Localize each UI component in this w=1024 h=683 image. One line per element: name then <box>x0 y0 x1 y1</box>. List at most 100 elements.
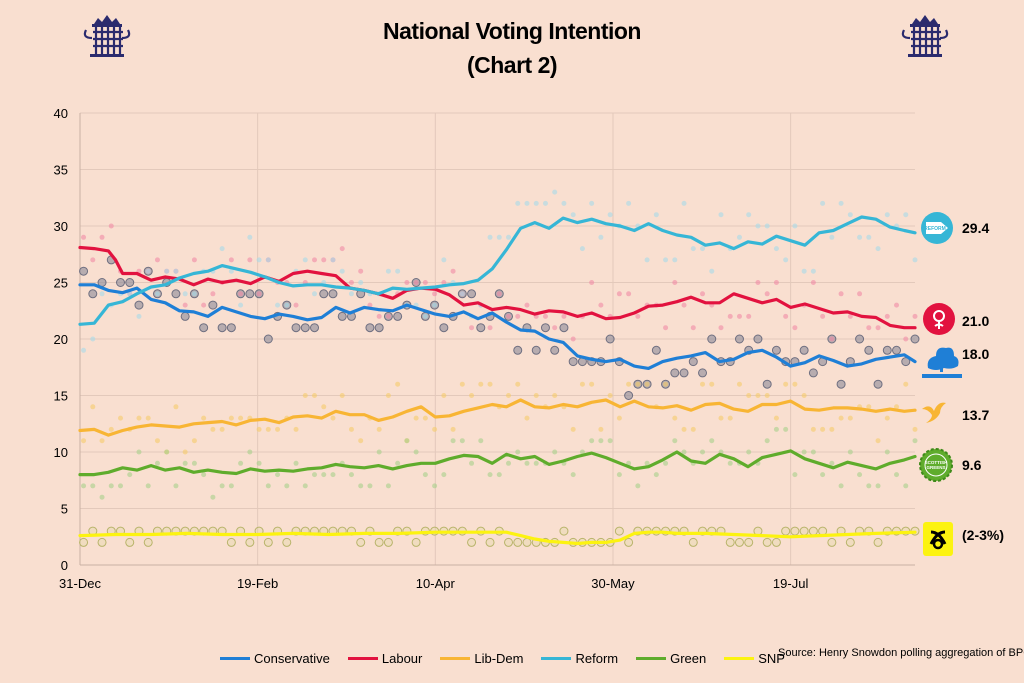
poll-dot-conservative <box>310 323 320 333</box>
poll-dot-lib-dem <box>773 415 779 421</box>
poll-dot-lib-dem <box>201 415 207 421</box>
x-tick-label: 19-Jul <box>773 576 809 591</box>
poll-dot-labour <box>755 280 761 285</box>
poll-dot-green <box>487 472 493 478</box>
poll-dot-reform <box>533 200 539 206</box>
poll-dot-green <box>284 483 290 489</box>
poll-dot-lib-dem <box>191 438 197 444</box>
libdem-bird-icon <box>922 402 946 423</box>
poll-dot-lib-dem <box>422 415 428 421</box>
poll-dot-labour <box>773 280 779 285</box>
poll-dot-snp <box>383 537 393 547</box>
poll-dot-labour <box>81 234 87 240</box>
poll-dot-snp <box>226 537 236 547</box>
poll-dot-green <box>644 460 650 466</box>
poll-dot-reform <box>820 200 826 206</box>
poll-dot-labour <box>718 325 724 331</box>
labour-rose-icon <box>923 303 955 335</box>
poll-dot-green <box>275 472 281 478</box>
poll-dot-snp <box>411 537 421 547</box>
poll-dot-green <box>182 460 188 466</box>
poll-dot-labour <box>385 313 391 319</box>
poll-dot-green <box>570 472 576 478</box>
poll-dot-reform <box>653 212 659 218</box>
poll-dot-labour <box>90 257 96 263</box>
poll-dot-lib-dem <box>339 393 345 398</box>
poll-dot-labour <box>847 313 853 319</box>
poll-dot-conservative <box>263 334 273 344</box>
legend-label: Lib-Dem <box>474 650 524 666</box>
poll-dot-reform <box>764 223 770 229</box>
poll-dot-labour <box>404 280 410 285</box>
poll-dot-reform <box>552 189 558 195</box>
poll-dot-green <box>441 472 447 478</box>
poll-dot-green <box>552 449 558 455</box>
poll-dot-green <box>376 449 382 455</box>
poll-dot-labour <box>182 302 188 308</box>
poll-dot-conservative <box>180 311 190 321</box>
poll-dot-labour <box>783 313 789 319</box>
poll-dot-lib-dem <box>99 438 105 444</box>
poll-dot-conservative <box>864 345 874 355</box>
poll-dot-labour <box>312 257 318 263</box>
poll-dot-labour <box>681 302 687 308</box>
poll-dot-reform <box>182 291 188 297</box>
poll-dot-reform <box>709 268 715 274</box>
poll-dot-labour <box>912 313 918 319</box>
legend-swatch <box>724 656 755 660</box>
poll-dot-green <box>312 472 318 478</box>
y-tick-label: 0 <box>61 558 68 573</box>
poll-dot-lib-dem <box>755 393 761 398</box>
poll-dot-green <box>598 438 604 444</box>
poll-dot-lib-dem <box>829 426 835 432</box>
poll-dot-labour <box>515 313 521 319</box>
poll-dot-lib-dem <box>607 393 613 398</box>
poll-dot-conservative <box>171 289 181 299</box>
poll-dot-reform <box>829 234 835 240</box>
poll-dot-green <box>903 483 909 489</box>
poll-dot-conservative <box>374 323 384 333</box>
poll-dot-labour <box>247 257 253 263</box>
poll-dot-reform <box>561 200 567 206</box>
poll-dot-green <box>367 483 373 489</box>
poll-dot-reform <box>487 234 493 240</box>
poll-dot-snp <box>781 526 791 536</box>
poll-dot-lib-dem <box>256 426 262 432</box>
poll-dot-snp <box>513 537 523 547</box>
libdem-end-label: 13.7 <box>962 407 990 423</box>
poll-dot-green <box>838 483 844 489</box>
poll-dot-conservative <box>753 334 763 344</box>
poll-dot-lib-dem <box>672 415 678 421</box>
poll-dot-green <box>108 483 114 489</box>
poll-dot-conservative <box>624 391 634 400</box>
portcullis-icon-right <box>901 15 949 57</box>
poll-dot-green <box>469 460 475 466</box>
poll-dot-snp <box>827 537 837 547</box>
poll-dot-snp <box>808 526 818 536</box>
poll-dot-lib-dem <box>395 381 401 387</box>
poll-dot-green <box>912 438 918 444</box>
poll-dot-green <box>265 483 271 489</box>
trend-line-labour <box>78 245 917 330</box>
legend-item-snp: SNP <box>724 651 785 666</box>
legend-label: Green <box>670 650 707 666</box>
poll-dot-reform <box>81 347 87 353</box>
poll-dot-green <box>773 426 779 432</box>
poll-dot-green <box>579 449 585 455</box>
poll-dot-snp <box>79 537 89 547</box>
x-tick-label: 31-Dec <box>59 576 101 591</box>
trend-line-lib-dem <box>78 398 917 437</box>
chart-legend: Conservative Labour Lib-Dem Reform Green… <box>220 650 803 666</box>
poll-dot-conservative <box>873 379 883 389</box>
poll-dot-conservative <box>892 345 902 355</box>
poll-dot-green <box>228 483 234 489</box>
poll-dot-green <box>422 472 428 478</box>
poll-dot-green <box>154 460 160 466</box>
poll-dot-conservative <box>226 323 236 333</box>
poll-dot-conservative <box>910 334 920 344</box>
poll-dot-lib-dem <box>182 449 188 455</box>
poll-dot-lib-dem <box>727 415 733 421</box>
poll-dot-labour <box>894 302 900 308</box>
poll-dot-lib-dem <box>469 393 475 398</box>
poll-dot-labour <box>376 313 382 319</box>
